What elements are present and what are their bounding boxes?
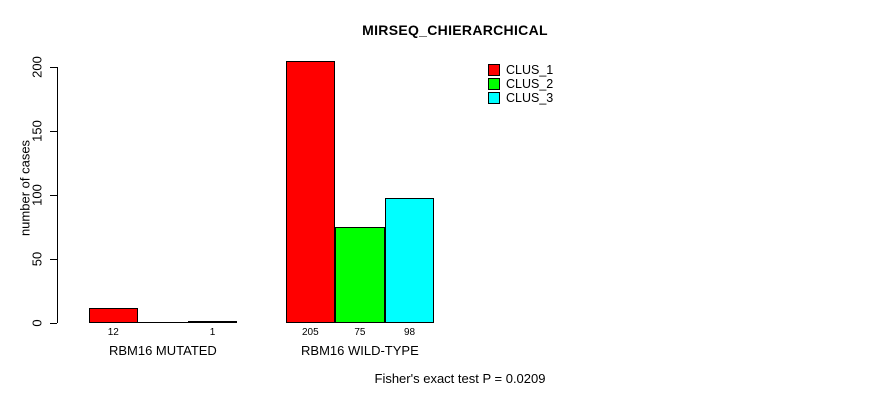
y-tick — [50, 258, 57, 260]
bar-clus_3-rbm16-mutated — [187, 321, 238, 323]
legend-swatch-clus_2 — [488, 78, 500, 90]
bar-clus_1-rbm16-mutated — [88, 307, 139, 323]
bar-value-label: 1 — [209, 327, 216, 338]
y-tick-label-50: 50 — [29, 251, 45, 267]
y-tick — [50, 130, 57, 132]
legend: CLUS_1 CLUS_2 CLUS_3 — [488, 63, 553, 105]
bar-clus_1-rbm16-wild-type — [285, 60, 336, 323]
legend-label: CLUS_1 — [506, 63, 554, 77]
bar-clus_3-rbm16-wild-type — [384, 197, 435, 323]
legend-row: CLUS_2 — [488, 77, 553, 91]
legend-label: CLUS_3 — [506, 91, 554, 105]
chart-title: MIRSEQ_CHIERARCHICAL — [362, 22, 548, 38]
y-tick-label-200: 200 — [29, 56, 45, 78]
y-tick-label-0: 0 — [29, 319, 45, 327]
legend-row: CLUS_3 — [488, 91, 553, 105]
bar-value-label: 12 — [107, 327, 119, 338]
x-category-label: RBM16 MUTATED — [108, 343, 217, 358]
y-tick — [50, 322, 57, 324]
legend-row: CLUS_1 — [488, 63, 553, 77]
y-axis-line — [57, 67, 58, 323]
legend-label: CLUS_2 — [506, 77, 554, 91]
bar-clus_2-rbm16-wild-type — [335, 227, 385, 323]
y-tick-label-150: 150 — [29, 120, 45, 142]
bar-value-label: 98 — [403, 327, 416, 338]
zero-bar-clus_2-rbm16-mutated — [138, 322, 188, 323]
bar-value-label: 205 — [301, 327, 319, 338]
y-tick — [50, 66, 57, 68]
legend-swatch-clus_3 — [488, 92, 500, 104]
annotation-fisher-test: Fisher's exact test P = 0.0209 — [374, 371, 546, 386]
y-tick-label-100: 100 — [29, 184, 45, 206]
bar-value-label: 75 — [354, 327, 366, 338]
y-tick — [50, 194, 57, 196]
x-category-label: RBM16 WILD-TYPE — [301, 343, 419, 358]
legend-swatch-clus_1 — [488, 64, 500, 76]
